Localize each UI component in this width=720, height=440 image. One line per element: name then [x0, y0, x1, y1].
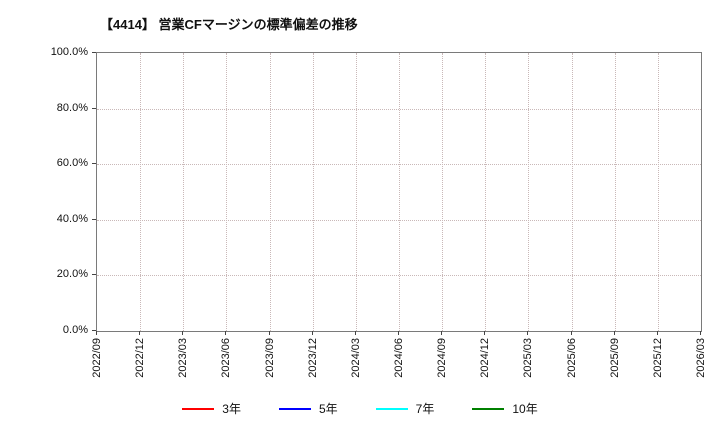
v-gridline	[140, 53, 142, 331]
x-tick-mark	[613, 331, 615, 335]
x-tick-mark	[354, 331, 356, 335]
v-gridline	[657, 53, 659, 331]
y-tick-label: 40.0%	[56, 212, 88, 225]
x-tick-label: 2025/12	[651, 338, 664, 378]
x-tick-label: 2026/03	[695, 338, 707, 378]
x-tick-label: 2022/09	[91, 338, 103, 378]
x-tick-label: 2024/09	[436, 338, 449, 378]
v-gridline	[269, 53, 271, 331]
legend-item: 7年	[375, 400, 435, 417]
x-tick-label: 2025/09	[608, 338, 621, 378]
v-gridline	[355, 53, 357, 331]
chart-title: 【4414】 営業CFマージンの標準偏差の推移	[100, 17, 358, 32]
y-tick-mark	[92, 163, 96, 165]
y-tick-mark	[92, 274, 96, 276]
legend-item: 5年	[278, 400, 338, 417]
legend-swatch	[182, 407, 215, 410]
x-tick-label: 2023/12	[306, 338, 319, 378]
v-gridline	[183, 53, 185, 331]
x-tick-label: 2024/06	[393, 338, 405, 378]
x-tick-mark	[182, 331, 184, 335]
x-tick-mark	[570, 331, 572, 335]
v-gridline	[528, 53, 530, 331]
x-tick-label: 2022/12	[134, 338, 147, 378]
v-gridline	[485, 53, 487, 331]
legend-swatch	[472, 407, 505, 410]
x-tick-label: 2023/03	[177, 338, 190, 378]
y-tick-label: 20.0%	[56, 268, 88, 281]
v-gridline	[226, 53, 228, 331]
x-tick-mark	[139, 331, 141, 335]
x-tick-label: 2024/12	[479, 338, 492, 378]
x-tick-mark	[441, 331, 443, 335]
plot-area	[96, 52, 702, 332]
x-tick-label: 2025/06	[565, 338, 578, 378]
x-tick-label: 2024/03	[349, 338, 362, 378]
legend-swatch	[375, 407, 408, 410]
x-tick-label: 2023/06	[220, 338, 233, 378]
v-gridline	[614, 53, 616, 331]
y-tick-label: 100.0%	[50, 46, 88, 58]
v-gridline	[442, 53, 444, 331]
x-tick-mark	[398, 331, 399, 335]
x-tick-mark	[527, 331, 529, 335]
x-tick-mark	[268, 331, 270, 335]
legend-item: 10年	[472, 400, 538, 417]
legend-label: 5年	[318, 402, 338, 416]
y-tick-mark	[92, 52, 96, 53]
legend: 3年 5年 7年 10年	[0, 400, 720, 417]
x-tick-mark	[484, 331, 486, 335]
y-tick-label: 60.0%	[56, 157, 88, 170]
y-tick-mark	[92, 330, 96, 331]
x-tick-mark	[225, 331, 227, 335]
x-tick-label: 2025/03	[522, 338, 535, 378]
v-gridline	[399, 53, 400, 331]
x-tick-mark	[311, 331, 313, 335]
x-tick-mark	[96, 331, 97, 335]
x-tick-label: 2023/09	[263, 338, 276, 378]
legend-label: 7年	[415, 402, 435, 416]
x-tick-mark	[656, 331, 658, 335]
v-gridline	[312, 53, 314, 331]
y-tick-label: 0.0%	[62, 324, 88, 336]
legend-label: 10年	[512, 402, 538, 416]
legend-label: 3年	[222, 402, 241, 416]
x-tick-mark	[700, 331, 701, 335]
legend-item: 3年	[182, 400, 241, 417]
v-gridline	[571, 53, 573, 331]
y-tick-mark	[92, 218, 96, 220]
y-tick-label: 80.0%	[56, 101, 88, 114]
legend-swatch	[278, 407, 311, 410]
y-tick-mark	[92, 107, 96, 109]
